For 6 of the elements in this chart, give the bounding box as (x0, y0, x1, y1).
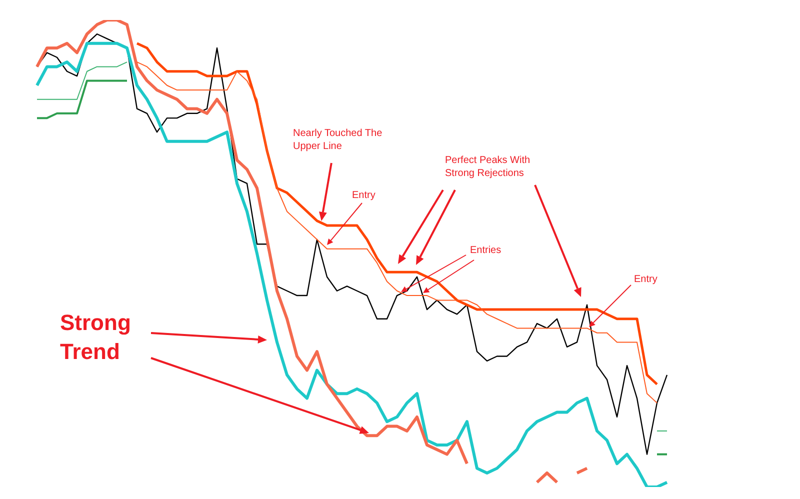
annotation: Strong Trend (60, 309, 132, 366)
annotation: Nearly Touched The Upper Line (293, 127, 383, 153)
annotation: Entry (634, 273, 658, 286)
annotation: Perfect Peaks With Strong Rejections (445, 154, 532, 180)
annotation: Entry (352, 189, 376, 202)
annotation: Entries (470, 244, 502, 257)
